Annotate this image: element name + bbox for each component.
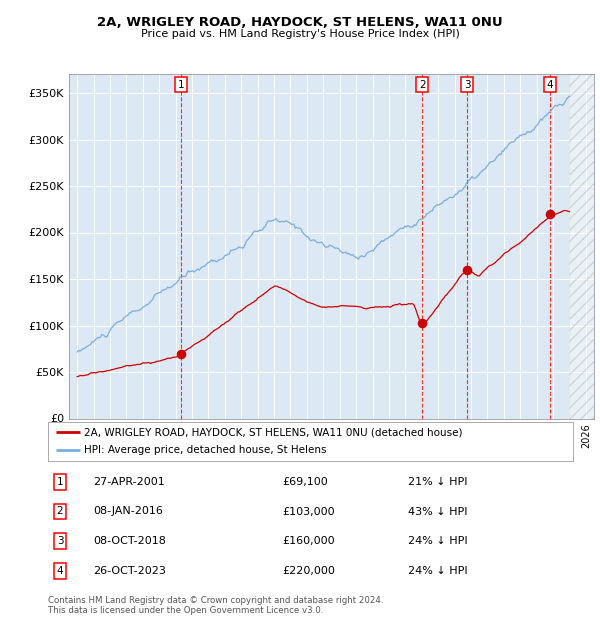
Text: 2: 2	[56, 507, 64, 516]
Text: 2A, WRIGLEY ROAD, HAYDOCK, ST HELENS, WA11 0NU (detached house): 2A, WRIGLEY ROAD, HAYDOCK, ST HELENS, WA…	[84, 427, 462, 437]
Text: 4: 4	[56, 566, 64, 576]
Text: HPI: Average price, detached house, St Helens: HPI: Average price, detached house, St H…	[84, 445, 326, 455]
Text: 2A, WRIGLEY ROAD, HAYDOCK, ST HELENS, WA11 0NU: 2A, WRIGLEY ROAD, HAYDOCK, ST HELENS, WA…	[97, 17, 503, 29]
Text: 26-OCT-2023: 26-OCT-2023	[93, 566, 166, 576]
Text: £103,000: £103,000	[282, 507, 335, 516]
Point	[545, 209, 555, 219]
Text: Price paid vs. HM Land Registry's House Price Index (HPI): Price paid vs. HM Land Registry's House …	[140, 29, 460, 39]
Text: 08-JAN-2016: 08-JAN-2016	[93, 507, 163, 516]
Text: 21% ↓ HPI: 21% ↓ HPI	[408, 477, 467, 487]
Text: 08-OCT-2018: 08-OCT-2018	[93, 536, 166, 546]
Text: £220,000: £220,000	[282, 566, 335, 576]
Text: Contains HM Land Registry data © Crown copyright and database right 2024.
This d: Contains HM Land Registry data © Crown c…	[48, 596, 383, 615]
Text: 24% ↓ HPI: 24% ↓ HPI	[408, 536, 467, 546]
Text: 27-APR-2001: 27-APR-2001	[93, 477, 165, 487]
Point	[418, 317, 427, 327]
Text: 1: 1	[178, 79, 184, 89]
Point	[176, 349, 185, 359]
Text: 24% ↓ HPI: 24% ↓ HPI	[408, 566, 467, 576]
Point	[463, 265, 472, 275]
Text: 1: 1	[56, 477, 64, 487]
Text: £69,100: £69,100	[282, 477, 328, 487]
Text: 3: 3	[56, 536, 64, 546]
Text: 4: 4	[547, 79, 553, 89]
Text: 43% ↓ HPI: 43% ↓ HPI	[408, 507, 467, 516]
Text: 3: 3	[464, 79, 470, 89]
Text: 2: 2	[419, 79, 425, 89]
Text: £160,000: £160,000	[282, 536, 335, 546]
Bar	[569, 74, 594, 418]
